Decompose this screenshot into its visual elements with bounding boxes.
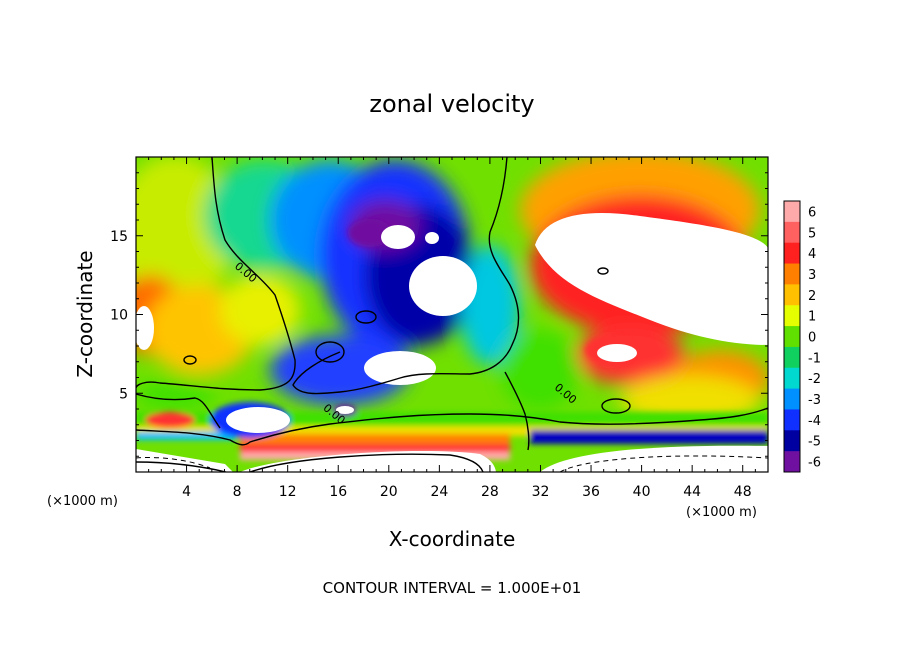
field-zone-blue-low	[270, 335, 410, 405]
white-region-left-edge	[136, 306, 154, 350]
negative-contour-bottom-left	[136, 457, 211, 469]
zero-contour-left	[136, 157, 296, 391]
white-region-right	[535, 212, 768, 345]
colorbar-label: -1	[808, 351, 821, 366]
y-axis: 5 10 15	[110, 172, 768, 457]
chart-title: zonal velocity	[369, 90, 534, 118]
colorbar-label: 3	[808, 268, 816, 283]
colorbar-label: 5	[808, 226, 816, 241]
colorbar-label: -2	[808, 372, 821, 387]
zero-contour-lower-band	[136, 407, 768, 446]
zero-contours	[136, 157, 768, 472]
field-spot-red-left	[145, 412, 195, 428]
contour-interval-note: CONTOUR INTERVAL = 1.000E+01	[323, 579, 582, 597]
x-tick-label: 4	[182, 484, 191, 500]
zero-contour-bottom-left	[136, 461, 227, 472]
zero-contour-loop-a	[601, 398, 631, 414]
x-tick-label: 40	[633, 484, 651, 500]
white-region-lower-left	[226, 407, 290, 433]
white-region-center-low	[364, 351, 436, 385]
white-region-upper-a	[381, 225, 415, 249]
x-tick-label: 24	[430, 484, 448, 500]
zero-contour-loop-c	[315, 341, 345, 363]
zero-contour-center	[292, 157, 520, 395]
colorbar-label: -4	[808, 414, 821, 429]
colorbar-label: 4	[808, 247, 816, 262]
x-tick-label: 44	[683, 484, 701, 500]
field-band-orange	[240, 434, 510, 446]
white-region-center	[409, 256, 477, 316]
field-zone-center-green	[500, 330, 580, 410]
colorbar-swatch	[784, 451, 800, 473]
x-tick-label: 20	[380, 484, 398, 500]
colorbar-swatch	[784, 367, 800, 390]
zero-contour-loop-b	[355, 310, 377, 324]
colorbar-swatch	[784, 305, 800, 327]
saturated-regions	[136, 212, 768, 472]
x-tick-label: 16	[329, 484, 347, 500]
zero-contour-left-lower	[136, 393, 221, 429]
colorbar-frame	[783, 200, 801, 473]
white-region-bottom-mid	[240, 451, 496, 472]
colorbar-swatch	[784, 201, 800, 223]
zero-contour-loop-d	[597, 267, 609, 275]
colorbar: 6 5 4 3 2 1 0 -1 -2 -3 -4 -5 -6	[783, 200, 821, 473]
x-tick-label: 36	[582, 484, 600, 500]
colorbar-label: 6	[808, 205, 816, 220]
field-band-blue	[530, 430, 768, 444]
y-tick-label: 10	[110, 308, 128, 324]
colorbar-swatch	[784, 409, 800, 431]
colorbar-swatch	[784, 346, 800, 369]
colorbar-swatch	[784, 388, 800, 410]
white-region-small-left	[336, 406, 354, 414]
field-band-yellow	[136, 426, 768, 436]
colorbar-label: -5	[808, 435, 821, 450]
x-axis-unit-right: (×1000 m)	[686, 505, 757, 520]
field-band-red	[240, 444, 510, 454]
white-region-bottom-right	[540, 445, 768, 472]
white-region-upper-b	[425, 232, 439, 244]
x-tick-label: 48	[734, 484, 752, 500]
zero-contour-center-branch	[504, 371, 530, 451]
colorbar-label: 0	[808, 331, 816, 346]
zero-contour-bottom-mid	[249, 453, 484, 472]
colorbar-label: -6	[808, 456, 821, 471]
colorbar-label: -3	[808, 393, 821, 408]
colorbar-swatch	[784, 263, 800, 285]
colorbar-swatch	[784, 221, 800, 244]
x-axis-label: X-coordinate	[389, 527, 516, 551]
velocity-field	[136, 157, 768, 472]
field-zone-right-of-blue	[460, 245, 520, 365]
colorbar-swatch	[784, 326, 800, 348]
field-spot-purple-upper	[348, 219, 392, 247]
x-tick-label: 8	[233, 484, 242, 500]
x-tick-label: 32	[532, 484, 550, 500]
y-axis-label: Z-coordinate	[73, 250, 97, 377]
x-tick-label: 28	[481, 484, 499, 500]
x-axis-unit-left: (×1000 m)	[47, 494, 118, 509]
colorbar-label: 2	[808, 289, 816, 304]
colorbar-label: 1	[808, 310, 816, 325]
x-tick-label: 12	[279, 484, 297, 500]
zero-contour-loop-e	[183, 355, 197, 365]
colorbar-swatch	[784, 242, 800, 265]
field-zone-mid-left-yellow	[220, 275, 300, 345]
white-region-right-mid	[597, 344, 637, 362]
y-tick-label: 15	[110, 229, 128, 245]
field-zone-left-low-green	[136, 380, 215, 410]
colorbar-swatch	[784, 284, 800, 306]
negative-contours	[136, 455, 768, 472]
negative-contour-bottom-right	[559, 455, 768, 472]
y-tick-label: 5	[119, 386, 128, 402]
x-axis: 4 8 12 16 20 24 28 32 36 40 44 48	[148, 157, 756, 500]
field-band-cyan	[136, 432, 236, 440]
colorbar-swatch	[784, 430, 800, 452]
